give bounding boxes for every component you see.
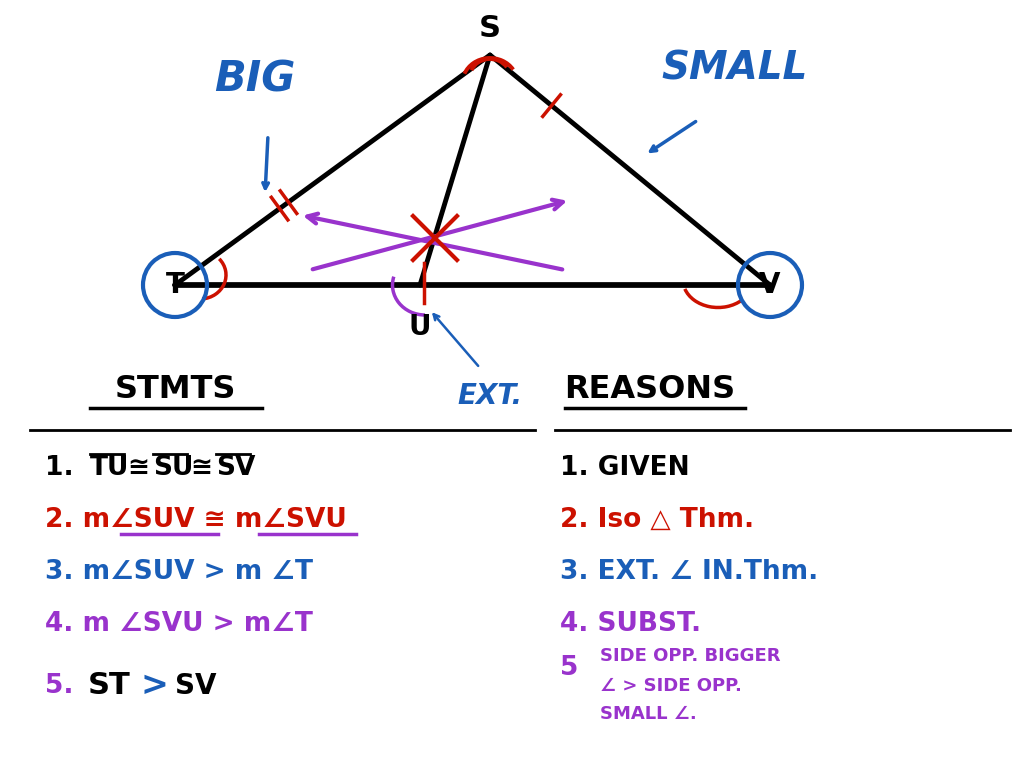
Text: >: > [140, 670, 168, 703]
Text: 1. GIVEN: 1. GIVEN [560, 455, 689, 481]
Text: 2. m∠SUV ≅ m∠SVU: 2. m∠SUV ≅ m∠SVU [45, 507, 347, 533]
Text: 5.: 5. [45, 673, 74, 699]
Text: EXT.: EXT. [458, 382, 522, 410]
Text: 5: 5 [560, 655, 579, 681]
Text: SU: SU [153, 455, 194, 481]
Text: 3. EXT. ∠ IN.Thm.: 3. EXT. ∠ IN.Thm. [560, 559, 818, 585]
Text: 4. m ∠SVU > m∠T: 4. m ∠SVU > m∠T [45, 611, 313, 637]
Text: ST: ST [88, 671, 131, 700]
Text: 4. SUBST.: 4. SUBST. [560, 611, 701, 637]
Text: ≅: ≅ [190, 455, 212, 481]
Text: ∠ > SIDE OPP.: ∠ > SIDE OPP. [600, 677, 741, 695]
Text: BIG: BIG [214, 59, 296, 101]
Text: SV: SV [175, 672, 216, 700]
Text: REASONS: REASONS [564, 374, 735, 405]
Text: U: U [409, 313, 431, 341]
Text: SV: SV [216, 455, 255, 481]
Text: 1.: 1. [45, 455, 74, 481]
Text: 2. Iso △ Thm.: 2. Iso △ Thm. [560, 507, 754, 533]
Text: 3. m∠SUV > m ∠T: 3. m∠SUV > m ∠T [45, 559, 313, 585]
Text: SIDE OPP. BIGGER: SIDE OPP. BIGGER [600, 647, 780, 665]
Text: S: S [479, 14, 501, 43]
Text: SMALL: SMALL [662, 49, 808, 87]
Text: SMALL ∠.: SMALL ∠. [600, 705, 696, 723]
Text: STMTS: STMTS [115, 374, 236, 405]
Text: V: V [759, 271, 780, 299]
Text: ≅: ≅ [127, 455, 150, 481]
Text: T: T [166, 271, 184, 299]
Text: TU: TU [90, 455, 129, 481]
